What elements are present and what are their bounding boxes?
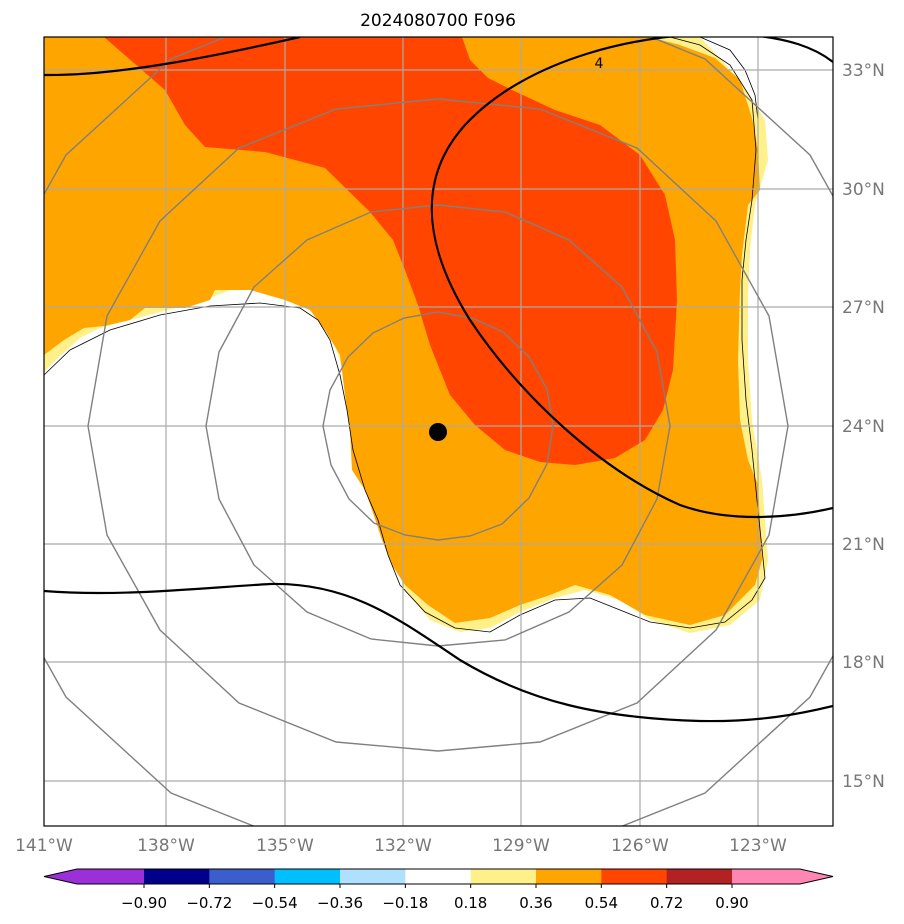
lon-tick-label: 129°W	[492, 836, 550, 856]
colorbar-tick-label: −0.36	[317, 894, 363, 912]
colorbar-swatch	[536, 869, 602, 884]
lat-tick-label: 27°N	[842, 298, 885, 318]
thick-contour-east	[430, 37, 833, 519]
lat-tick-label: 15°N	[842, 772, 885, 792]
map-panel: 4	[44, 37, 833, 826]
lon-tick-label: 132°W	[374, 836, 432, 856]
lat-tick-label: 18°N	[842, 653, 885, 673]
colorbar-tick-label: 0.90	[715, 894, 748, 912]
range-ring-9deg	[87, 98, 789, 752]
lon-tick-label: 135°W	[256, 836, 314, 856]
lon-tick-labels: 141°W 138°W 135°W 132°W 129°W 126°W 123°…	[15, 836, 787, 856]
storm-center-marker	[429, 423, 447, 441]
colorbar-swatch	[601, 869, 668, 884]
range-rings	[44, 37, 833, 826]
lat-tick-labels: 15°N 18°N 21°N 24°N 27°N 30°N 33°N	[842, 61, 885, 792]
lat-tick-label: 21°N	[842, 535, 885, 555]
colorbar-tick-label: 0.54	[585, 894, 618, 912]
colorbar-tick-label: −0.54	[252, 894, 298, 912]
colorbar-tick-label: 0.18	[454, 894, 487, 912]
lon-tick-label: 141°W	[15, 836, 73, 856]
lon-tick-label: 123°W	[729, 836, 787, 856]
map-frame	[43, 36, 834, 827]
contour-label: 4	[595, 56, 604, 72]
thick-contour-north	[44, 37, 301, 77]
thin-contour-outer	[44, 37, 766, 633]
colorbar-swatch	[144, 869, 210, 884]
colorbar-tick-label: −0.18	[382, 894, 428, 912]
colorbar-tick-label: −0.90	[121, 894, 167, 912]
lat-tick-label: 33°N	[842, 61, 885, 81]
colorbar-swatch	[209, 869, 276, 884]
lon-tick-label: 126°W	[611, 836, 669, 856]
range-ring-12deg	[44, 37, 833, 826]
colorbar-tick-label: −0.72	[186, 894, 232, 912]
colorbar-tick-label: 0.36	[519, 894, 552, 912]
colorbar-swatch	[470, 869, 537, 884]
lat-tick-label: 24°N	[842, 417, 885, 437]
range-ring-6deg	[205, 204, 671, 647]
colorbar-swatch	[405, 869, 472, 884]
colorbar-over-extension	[732, 869, 833, 884]
thick-contours	[44, 37, 833, 723]
colorbar-swatch	[274, 869, 341, 884]
colorbar-tick-label: 0.72	[650, 894, 683, 912]
colorbar-swatch	[666, 869, 733, 884]
colorbar: −0.90 −0.72 −0.54 −0.36 −0.18 0.18 0.36 0.54 0.7…	[43, 868, 834, 912]
thick-contour-south	[44, 582, 833, 723]
colorbar-under-extension	[44, 869, 144, 884]
chart-title: 2024080700 F096	[360, 11, 516, 31]
range-ring-3deg	[322, 311, 554, 541]
colorbar-swatch	[340, 869, 406, 884]
colorbar-outline	[43, 868, 834, 885]
lat-tick-label: 30°N	[842, 180, 885, 200]
lon-tick-label: 138°W	[137, 836, 195, 856]
